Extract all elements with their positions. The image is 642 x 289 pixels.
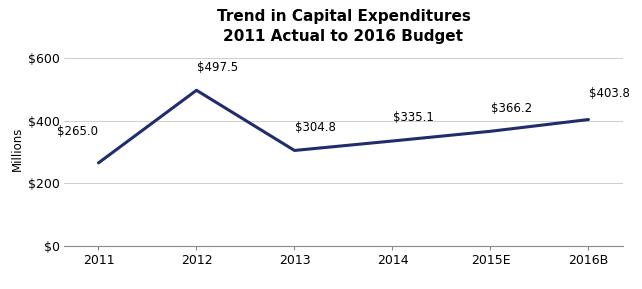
Y-axis label: Millions: Millions [11, 127, 24, 171]
Text: $265.0: $265.0 [57, 125, 98, 138]
Text: $403.8: $403.8 [589, 87, 629, 100]
Text: $304.8: $304.8 [295, 121, 335, 134]
Text: $335.1: $335.1 [392, 111, 433, 124]
Text: $497.5: $497.5 [196, 61, 238, 74]
Title: Trend in Capital Expenditures
2011 Actual to 2016 Budget: Trend in Capital Expenditures 2011 Actua… [216, 9, 471, 44]
Text: $366.2: $366.2 [490, 102, 532, 115]
